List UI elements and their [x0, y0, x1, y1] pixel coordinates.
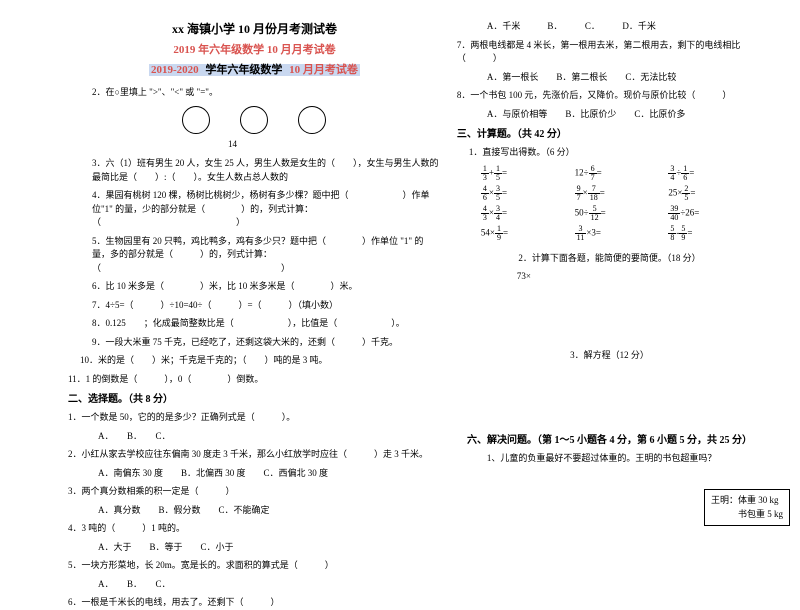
s2q6: 6．一根是千米长的电线，用去了。还剩下（ ） [68, 596, 441, 610]
q5: 5．生物园里有 20 只鸭，鸡比鸭多，鸡有多少只？题中把（ ）作单位 "1" 的… [68, 235, 441, 276]
s2q2-opts: A．南偏东 30 度 B．北偏西 30 度 C．西偏北 30 度 [68, 467, 441, 481]
q10: 10．米的是（ ）米；千克是千克的；（ ）吨的是 3 吨。 [68, 354, 441, 368]
section-6-title: 六、解决问题。（第 1～5 小题各 4 分，第 6 小题 5 分，共 25 分） [457, 433, 762, 448]
title-highlight: 2019-2020 学年六年级数学 10 月月考试卷 [68, 62, 441, 79]
calc-cell: 3940÷26= [668, 205, 762, 222]
q7r-opts: A．第一根长 B．第二根长 C．无法比较 [457, 71, 762, 85]
calc-cell: 311×3= [575, 225, 669, 242]
calc-cell: 43×34= [481, 205, 575, 222]
compare-circle-3 [298, 106, 326, 134]
callout-line-2: 书包重 5 kg [711, 508, 783, 522]
circle-label: 14 [68, 138, 441, 152]
calc-cell: 97×718= [575, 185, 669, 202]
left-column: xx 海镇小学 10 月份月考测试卷 2019 年六年级数学 10 月月考试卷 … [60, 20, 449, 556]
calc-cell: 13+15= [481, 165, 575, 182]
section-2-title: 二、选择题。（共 8 分） [68, 392, 441, 407]
hl-mid: 学年六年级数学 [201, 64, 288, 76]
s2q5-opts: A． B． C． [68, 578, 441, 592]
hl-suf: 10 月月考试卷 [287, 64, 360, 76]
calc-cell: 34÷16= [668, 165, 762, 182]
callout-box: 王明：体重 30 kg 书包重 5 kg [704, 489, 790, 526]
q6: 6．比 10 米多是（ ）米，比 10 米多米是（ ）米。 [68, 280, 441, 294]
q7r: 7．两根电线都是 4 米长，第一根用去米，第二根用去，剩下的电线相比（ ） [457, 39, 762, 66]
hl-year: 2019-2020 [149, 64, 201, 76]
s2q1: 1．一个数是 50，它的的是多少？正确列式是（ ）。 [68, 411, 441, 425]
calc2-label: 2．计算下面各题，能简便的要简便。（18 分） [457, 252, 762, 266]
calc-grid: 13+15=12÷67=34÷16= 46×35=97×718=25×25= 43×… [457, 165, 762, 242]
title-main: xx 海镇小学 10 月份月考测试卷 [68, 20, 441, 38]
exam-page: xx 海镇小学 10 月份月考测试卷 2019 年六年级数学 10 月月考试卷 … [0, 0, 800, 566]
compare-circle-2 [240, 106, 268, 134]
callout-line-1: 王明：体重 30 kg [711, 494, 783, 508]
q11: 11．1 的倒数是（ ），0（ ）倒数。 [68, 373, 441, 387]
q7: 7．4÷5=（ ）÷10=40÷（ ）=（ ）（填小数） [68, 299, 441, 313]
calc-cell: 58-59= [668, 225, 762, 242]
q4: 4．果园有桃树 120 棵，杨树比桃树少，杨树有多少棵？题中把（ ）作单位"1"… [68, 189, 441, 230]
s2q4: 4．3 吨的（ ）1 吨的。 [68, 522, 441, 536]
calc-row: 46×35=97×718=25×25= [457, 185, 762, 202]
s2q2: 2．小红从家去学校应往东偏南 30 度走 3 千米，那么小红放学时应往（ ）走 … [68, 448, 441, 462]
calc-row: 54×19=311×3=58-59= [457, 225, 762, 242]
q8: 8．0.125 ；化成最简整数比是（ ），比值是（ ）。 [68, 317, 441, 331]
section-3-title: 三、计算题。（共 42 分） [457, 127, 762, 142]
calc-cell: 25×25= [668, 185, 762, 202]
s2q3: 3．两个真分数相乘的积一定是（ ） [68, 485, 441, 499]
r-opts1: A．千米 B． C． D．千米 [457, 20, 762, 34]
q9: 9．一段大米重 75 千克，已经吃了，还剩这袋大米的，还剩（ ）千克。 [68, 336, 441, 350]
s2q1-opts: A． B． C． [68, 430, 441, 444]
calc-cell: 46×35= [481, 185, 575, 202]
calc2-item: 73× [457, 270, 762, 284]
calc1-label: 1．直接写出得数。（6 分） [457, 146, 762, 160]
calc-cell: 50÷512= [575, 205, 669, 222]
calc-row: 43×34=50÷512=3940÷26= [457, 205, 762, 222]
q2: 2．在○里填上 ">"、"<" 或 "="。 [68, 86, 441, 100]
calc3-label: 3．解方程（12 分） [457, 349, 762, 363]
q8r-opts: A．与原价相等 B．比原价少 C．比原价多 [457, 108, 762, 122]
s2q3-opts: A．真分数 B．假分数 C．不能确定 [68, 504, 441, 518]
q3: 3．六（1）班有男生 20 人，女生 25 人，男生人数是女生的（ ），女生与男… [68, 157, 441, 184]
title-red: 2019 年六年级数学 10 月月考试卷 [68, 42, 441, 59]
circle-row [68, 106, 441, 134]
s2q4-opts: A．大于 B．等于 C．小于 [68, 541, 441, 555]
calc-cell: 54×19= [481, 225, 575, 242]
compare-circle-1 [182, 106, 210, 134]
right-column: A．千米 B． C． D．千米 7．两根电线都是 4 米长，第一根用去米，第二根… [449, 20, 770, 556]
calc-cell: 12÷67= [575, 165, 669, 182]
q8r: 8．一个书包 100 元，先涨价后，又降价。现价与原价比较（ ） [457, 89, 762, 103]
s6q1: 1、儿童的负重最好不要超过体重的。王明的书包超重吗？ [457, 452, 762, 466]
calc-row: 13+15=12÷67=34÷16= [457, 165, 762, 182]
